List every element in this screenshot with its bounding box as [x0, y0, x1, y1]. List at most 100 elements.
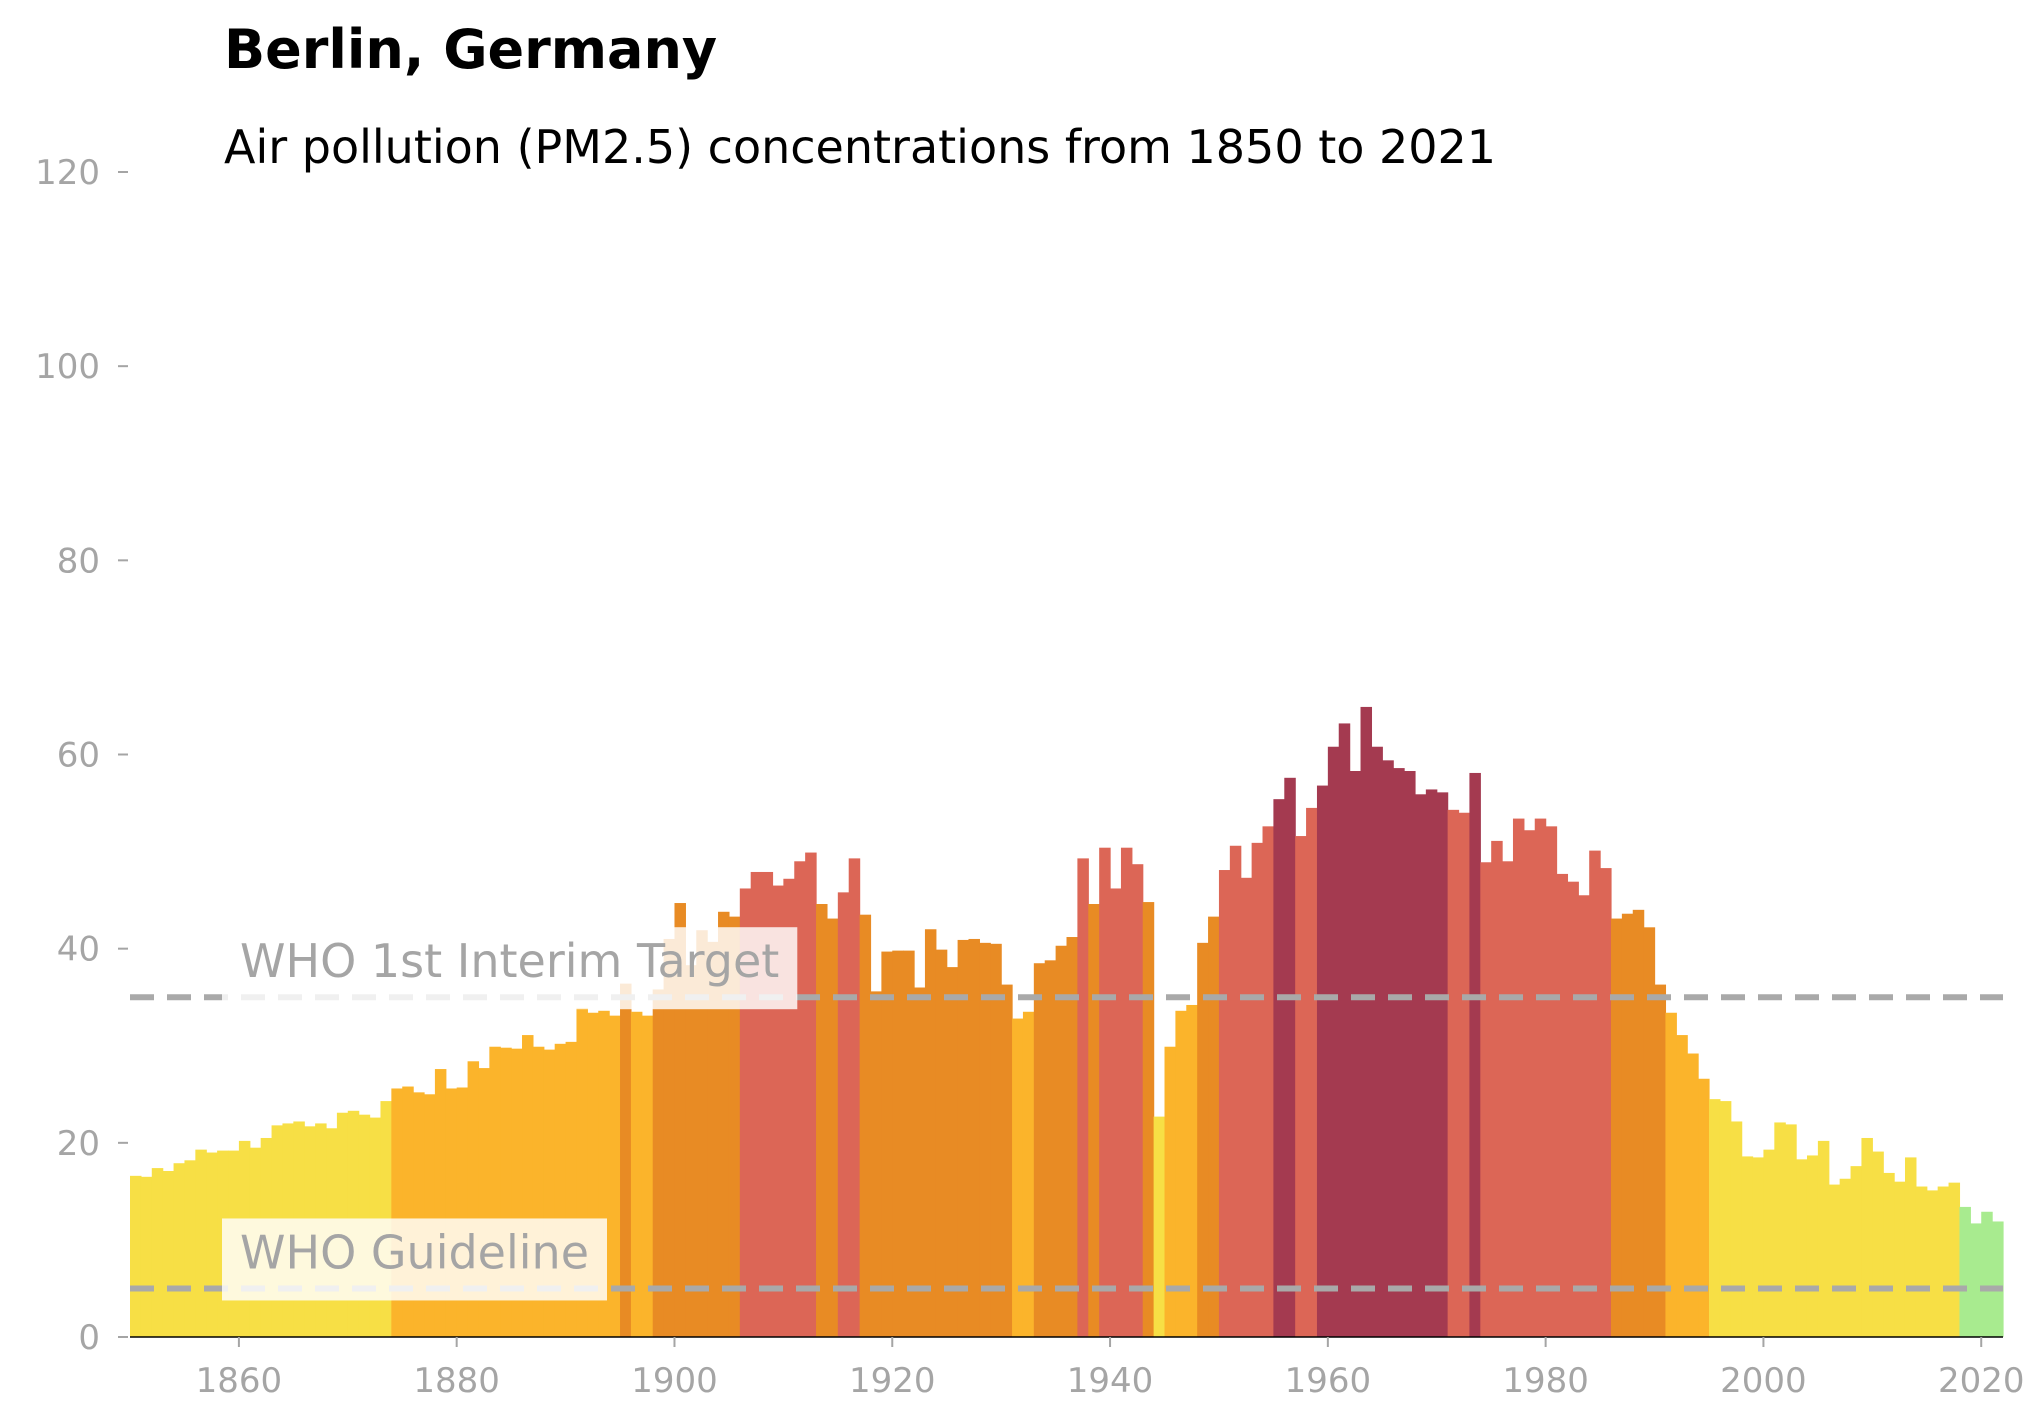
bar-1956 [1284, 777, 1296, 1337]
bar-1988 [1632, 909, 1645, 1337]
x-tick-label: 2020 [1938, 1361, 2025, 1401]
bar-2015 [1926, 1190, 1939, 1337]
bar-1877 [424, 1094, 436, 1337]
x-tick-label: 1880 [413, 1361, 500, 1401]
reference-lines-layer: WHO 1st Interim Target WHO Guideline [130, 927, 2003, 1301]
bar-2017 [1948, 1182, 1961, 1337]
bar-1919 [881, 951, 893, 1337]
bar-1955 [1273, 799, 1285, 1337]
bar-1883 [489, 1046, 501, 1337]
bar-2003 [1796, 1159, 1808, 1337]
bar-1925 [946, 967, 959, 1337]
bar-1982 [1567, 881, 1579, 1337]
bar-1945 [1164, 1046, 1176, 1337]
bar-1981 [1556, 873, 1569, 1337]
bar-2010 [1872, 1151, 1884, 1337]
bar-1997 [1730, 1121, 1743, 1337]
bar-1910 [783, 878, 795, 1337]
bar-1906 [739, 888, 752, 1337]
bar-1980 [1545, 826, 1558, 1337]
bar-1968 [1414, 794, 1427, 1337]
bar-1912 [805, 852, 817, 1337]
bar-2009 [1861, 1137, 1873, 1337]
bar-1928 [979, 942, 991, 1337]
bar-1940 [1110, 888, 1122, 1337]
bar-1856 [195, 1149, 207, 1337]
bar-1933 [1033, 963, 1046, 1337]
y-tick-label: 80 [57, 541, 100, 581]
bar-1936 [1066, 937, 1078, 1337]
x-tick-label: 1900 [631, 1361, 718, 1401]
bar-1954 [1262, 826, 1274, 1337]
bar-1935 [1055, 945, 1068, 1337]
bar-1971 [1447, 809, 1460, 1337]
bar-1879 [445, 1088, 458, 1337]
y-tick-label: 40 [57, 930, 100, 970]
bar-1929 [990, 943, 1002, 1337]
y-tick-label: 120 [35, 153, 100, 193]
reference-label-box [222, 1218, 607, 1301]
bar-1965 [1382, 760, 1394, 1337]
chart-subtitle: Air pollution (PM2.5) concentrations fro… [224, 120, 1497, 174]
bar-1922 [914, 987, 926, 1337]
bar-1907 [750, 871, 763, 1337]
reference-label-box [222, 927, 798, 1010]
bar-2021 [1992, 1221, 2004, 1337]
bar-1882 [478, 1068, 490, 1337]
bar-2001 [1774, 1122, 1786, 1337]
bar-1901 [685, 965, 697, 1337]
bar-1987 [1621, 913, 1634, 1337]
bar-1941 [1120, 847, 1133, 1337]
bar-1914 [826, 918, 839, 1337]
bar-1850 [130, 1175, 142, 1337]
bar-1920 [892, 950, 904, 1337]
bar-1888 [543, 1049, 556, 1337]
reference-label-text: WHO Guideline [240, 1225, 589, 1279]
bar-2018 [1959, 1206, 1971, 1337]
bar-1851 [140, 1176, 153, 1337]
x-tick-label: 1860 [196, 1361, 283, 1401]
bar-1996 [1719, 1101, 1732, 1337]
bar-1989 [1643, 927, 1656, 1337]
bar-1892 [587, 1012, 599, 1337]
bar-1903 [707, 941, 719, 1337]
bar-1885 [511, 1048, 523, 1337]
bar-1937 [1077, 858, 1089, 1337]
y-tick-label: 20 [57, 1124, 100, 1164]
bar-1967 [1404, 771, 1416, 1337]
bar-1875 [402, 1086, 414, 1337]
bar-1973 [1469, 772, 1481, 1337]
x-tick-label: 1920 [849, 1361, 936, 1401]
bar-2007 [1839, 1178, 1852, 1337]
bar-1917 [859, 914, 872, 1337]
bar-1881 [467, 1061, 480, 1337]
bar-1952 [1240, 877, 1253, 1337]
bar-1853 [162, 1170, 175, 1337]
bar-2006 [1828, 1184, 1841, 1337]
bar-1857 [206, 1152, 218, 1337]
bar-1878 [434, 1069, 447, 1337]
bar-1932 [1022, 1011, 1035, 1337]
bar-1924 [935, 949, 948, 1337]
bar-1998 [1741, 1156, 1754, 1337]
bar-1946 [1175, 1010, 1187, 1337]
bar-1891 [576, 1007, 588, 1337]
bar-1918 [870, 991, 882, 1337]
bar-1886 [522, 1035, 534, 1337]
x-tick-label: 1960 [1285, 1361, 1372, 1401]
bar-2014 [1915, 1186, 1928, 1337]
bar-1999 [1752, 1157, 1765, 1337]
bar-1904 [718, 911, 730, 1337]
bar-1900 [674, 903, 686, 1337]
bar-1939 [1099, 847, 1111, 1337]
bar-1992 [1676, 1035, 1688, 1337]
bar-1951 [1229, 845, 1242, 1337]
bar-1908 [761, 871, 774, 1337]
bar-1990 [1654, 984, 1667, 1337]
bar-1884 [500, 1047, 512, 1337]
bar-1938 [1088, 904, 1100, 1337]
bar-1880 [456, 1087, 469, 1337]
bar-1915 [837, 892, 850, 1337]
bar-1969 [1425, 789, 1438, 1337]
